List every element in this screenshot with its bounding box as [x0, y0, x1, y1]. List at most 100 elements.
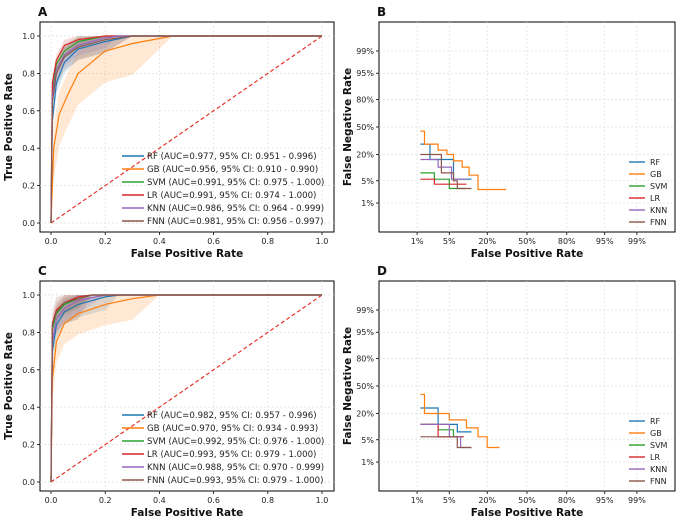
legend-label-lr: LR [650, 453, 660, 462]
y-tick-label: 0.4 [22, 144, 35, 153]
y-tick-label: 1% [361, 458, 374, 467]
y-tick-label: 99% [356, 306, 374, 315]
legend-label-svm: SVM [650, 182, 668, 191]
legend-label-gb: GB (AUC=0.956, 95% CI: 0.910 - 0.990) [147, 165, 318, 175]
legend-label-gb: GB [650, 170, 662, 179]
legend-label-rf: RF (AUC=0.982, 95% CI: 0.957 - 0.996) [147, 411, 317, 421]
legend-label-gb: GB (AUC=0.970, 95% CI: 0.934 - 0.993) [147, 424, 318, 434]
y-tick-label: 0.2 [22, 182, 35, 191]
legend-label-svm: SVM [650, 441, 668, 450]
x-tick-label: 95% [596, 496, 614, 505]
y-axis-label-2: True Positive Rate [3, 332, 15, 440]
y-tick-label: 80% [356, 95, 374, 104]
y-tick-label: 0.0 [22, 478, 35, 487]
y-tick-label: 50% [356, 382, 374, 391]
y-tick-label: 99% [356, 47, 374, 56]
x-tick-label: 20% [478, 237, 496, 246]
y-tick-label: 20% [356, 410, 374, 419]
x-tick-label: 5% [443, 496, 456, 505]
x-axis-label-3: False Positive Rate [471, 507, 584, 519]
legend-label-svm: SVM (AUC=0.992, 95% CI: 0.976 - 1.000) [147, 437, 324, 447]
legend-label-knn: KNN (AUC=0.988, 95% CI: 0.970 - 0.999) [147, 463, 324, 473]
x-tick-label: 0.4 [153, 237, 166, 246]
x-tick-label: 0.8 [261, 496, 274, 505]
chance-diagonal [50, 35, 323, 224]
ci-band-gb [51, 36, 322, 223]
ci-band-rf [51, 36, 322, 223]
y-tick-label: 0.4 [22, 403, 35, 412]
x-axis-label-2: False Positive Rate [131, 507, 244, 519]
y-tick-label: 0.8 [22, 69, 35, 78]
legend-label-svm: SVM (AUC=0.991, 95% CI: 0.975 - 1.000) [147, 178, 324, 188]
ci-band-knn [51, 36, 322, 223]
legend-label-lr: LR (AUC=0.993, 95% CI: 0.979 - 1.000) [147, 450, 316, 460]
y-tick-label: 0.6 [22, 366, 35, 375]
y-tick-label: 1.0 [22, 291, 35, 300]
y-axis-label-1: False Negative Rate [342, 68, 354, 186]
x-tick-label: 0.6 [207, 496, 220, 505]
x-tick-label: 5% [443, 237, 456, 246]
panel-label-2: C [38, 264, 47, 278]
x-tick-label: 0.4 [153, 496, 166, 505]
legend-label-rf: RF (AUC=0.977, 95% CI: 0.951 - 0.996) [147, 152, 317, 162]
x-tick-label: 1% [411, 237, 424, 246]
roc-line-gb [50, 294, 322, 483]
det-line-lr [420, 178, 467, 185]
x-tick-label: 80% [558, 237, 576, 246]
y-tick-label: 0.0 [22, 219, 35, 228]
roc-line-fnn [50, 35, 322, 224]
legend-label-knn: KNN [650, 465, 667, 474]
y-tick-label: 0.2 [22, 441, 35, 450]
y-tick-label: 50% [356, 123, 374, 132]
legend-label-lr: LR (AUC=0.991, 95% CI: 0.974 - 1.000) [147, 191, 316, 201]
x-tick-label: 99% [628, 496, 646, 505]
x-tick-label: 0.0 [45, 496, 58, 505]
y-tick-label: 0.8 [22, 328, 35, 337]
roc-line-lr [50, 35, 322, 224]
det-line-gb [420, 130, 507, 191]
legend-label-fnn: FNN (AUC=0.981, 95% CI: 0.956 - 0.997) [147, 217, 323, 227]
y-axis-label-3: False Negative Rate [342, 327, 354, 445]
det-line-fnn [420, 436, 472, 449]
x-tick-label: 0.6 [207, 237, 220, 246]
y-tick-label: 95% [356, 328, 374, 337]
y-tick-label: 0.6 [22, 107, 35, 116]
x-tick-label: 50% [518, 237, 536, 246]
roc-line-knn [50, 35, 322, 224]
x-tick-label: 20% [478, 496, 496, 505]
x-tick-label: 0.2 [99, 496, 112, 505]
legend-label-fnn: FNN [650, 477, 667, 486]
ci-band-fnn [51, 36, 322, 223]
legend-label-lr: LR [650, 194, 660, 203]
x-tick-label: 1.0 [316, 496, 329, 505]
det-panel-B: B False Positive Rate False Negative Rate 1… [342, 5, 676, 260]
panel-label-0: A [38, 5, 48, 19]
legend-label-fnn: FNN [650, 218, 667, 227]
x-tick-label: 99% [628, 237, 646, 246]
roc-line-fnn [50, 294, 322, 483]
x-tick-label: 0.2 [99, 237, 112, 246]
det-line-fnn [420, 153, 472, 190]
y-axis-label-0: True Positive Rate [3, 73, 15, 181]
x-tick-label: 50% [518, 496, 536, 505]
x-axis-label-0: False Positive Rate [131, 248, 244, 260]
det-line-gb [420, 393, 500, 449]
x-axis-label-1: False Positive Rate [471, 248, 584, 260]
roc-panel-C: C False Positive Rate True Positive Rate 0.… [3, 264, 335, 519]
legend-label-knn: KNN (AUC=0.986, 95% CI: 0.964 - 0.999) [147, 204, 324, 214]
y-tick-label: 95% [356, 69, 374, 78]
x-tick-label: 1% [411, 496, 424, 505]
panel-label-3: D [377, 264, 387, 278]
x-tick-label: 80% [558, 496, 576, 505]
legend-label-fnn: FNN (AUC=0.993, 95% CI: 0.979 - 1.000) [147, 476, 323, 486]
det-line-svm [420, 172, 467, 190]
x-tick-label: 1.0 [316, 237, 329, 246]
y-tick-label: 5% [361, 177, 374, 186]
y-tick-label: 80% [356, 354, 374, 363]
legend-label-knn: KNN [650, 206, 667, 215]
roc-line-gb [50, 35, 322, 224]
legend-label-rf: RF [650, 417, 661, 426]
legend-label-rf: RF [650, 158, 661, 167]
x-tick-label: 95% [596, 237, 614, 246]
